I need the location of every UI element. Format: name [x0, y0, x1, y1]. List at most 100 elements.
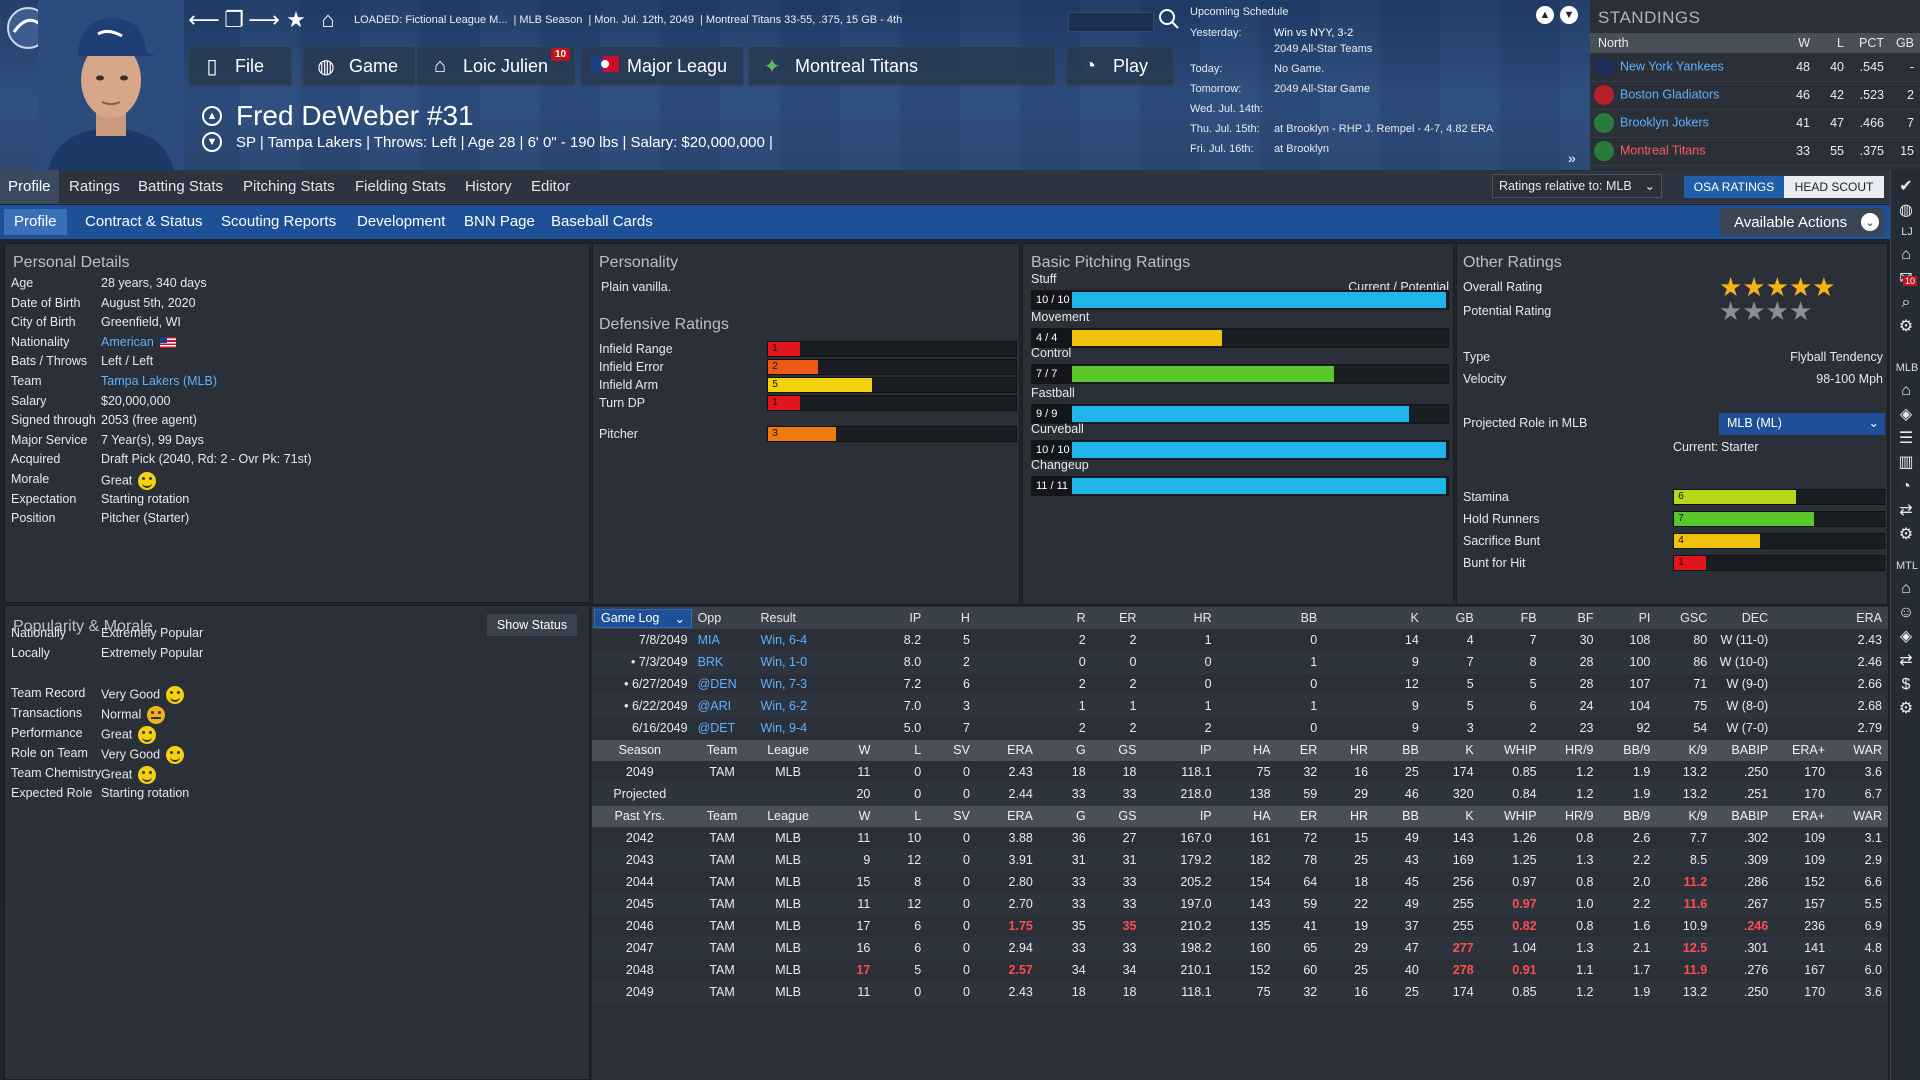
- head-scout-button[interactable]: HEAD SCOUT: [1784, 176, 1884, 198]
- gamelog-cell[interactable]: @ARI: [693, 695, 757, 718]
- gamelog-col-header[interactable]: K: [1374, 607, 1425, 629]
- gamelog-col-header[interactable]: BF: [1542, 607, 1600, 629]
- season-col-header[interactable]: HR: [1323, 739, 1375, 761]
- gamelog-cell[interactable]: Win, 9-4: [756, 717, 826, 740]
- standings-row[interactable]: Boston Gladiators 46 42 .523 2: [1590, 81, 1920, 110]
- gamelog-col-header[interactable]: Result: [756, 607, 826, 629]
- season-col-header[interactable]: SV: [927, 739, 976, 761]
- past-col-header[interactable]: K: [1424, 805, 1480, 827]
- past-col-header[interactable]: WAR: [1831, 805, 1888, 827]
- season-col-header[interactable]: BB: [1374, 739, 1425, 761]
- schedule-value[interactable]: 2049 All-Star Game: [1274, 83, 1370, 95]
- gamelog-col-header[interactable]: [1774, 607, 1832, 629]
- season-col-header[interactable]: K/9: [1656, 739, 1714, 761]
- tab-pitching-stats[interactable]: Pitching Stats: [243, 178, 335, 195]
- past-col-header[interactable]: HA: [1217, 805, 1277, 827]
- past-col-header[interactable]: Team: [693, 805, 757, 827]
- game-menu-button[interactable]: ◍ Game: [302, 46, 416, 86]
- manager-menu-button[interactable]: ⌂ Loic Julien: [416, 46, 576, 86]
- back-icon[interactable]: ⟵: [188, 7, 220, 32]
- search-icon[interactable]: [1158, 8, 1182, 32]
- season-col-header[interactable]: Team: [693, 739, 757, 761]
- past-col-header[interactable]: ERA: [975, 805, 1039, 827]
- schedule-value[interactable]: 2049 All-Star Teams: [1274, 43, 1373, 55]
- past-col-header[interactable]: G: [1038, 805, 1092, 827]
- past-col-header[interactable]: WHIP: [1479, 805, 1543, 827]
- people-icon[interactable]: ☺: [1897, 604, 1915, 621]
- detail-value[interactable]: American: [101, 335, 176, 349]
- subtab-contract-status[interactable]: Contract & Status: [85, 213, 203, 230]
- dollar-icon[interactable]: $: [1901, 676, 1911, 693]
- subtab-profile[interactable]: Profile: [4, 209, 67, 235]
- team-name[interactable]: New York Yankees: [1620, 59, 1724, 74]
- past-col-header[interactable]: IP: [1142, 805, 1218, 827]
- past-col-header[interactable]: ERA+: [1774, 805, 1832, 827]
- season-col-header[interactable]: League: [756, 739, 826, 761]
- season-col-header[interactable]: ERA: [975, 739, 1039, 761]
- past-col-header[interactable]: SV: [927, 805, 976, 827]
- gamelog-date[interactable]: • 7/3/2049: [592, 651, 694, 674]
- gamelog-col-header[interactable]: ER: [1091, 607, 1143, 629]
- gamelog-col-header[interactable]: [975, 607, 1039, 629]
- next-player-icon[interactable]: ▼: [202, 132, 222, 152]
- league-menu-button[interactable]: Major Leagu: [580, 46, 744, 86]
- home-icon[interactable]: ⌂: [1901, 382, 1911, 399]
- list-icon[interactable]: ☰: [1898, 430, 1914, 447]
- gamelog-col-header[interactable]: FB: [1479, 607, 1543, 629]
- home-icon[interactable]: ⌂: [321, 7, 335, 32]
- gamelog-select[interactable]: Game Log ⌄: [594, 608, 692, 628]
- gamelog-cell[interactable]: Win, 1-0: [756, 651, 826, 674]
- gamelog-col-header[interactable]: PI: [1599, 607, 1657, 629]
- team-name[interactable]: Brooklyn Jokers: [1620, 115, 1709, 130]
- transfer-icon[interactable]: ⇄: [1899, 652, 1913, 669]
- season-col-header[interactable]: WAR: [1831, 739, 1888, 761]
- season-col-header[interactable]: ER: [1276, 739, 1324, 761]
- gamelog-col-header[interactable]: ERA: [1831, 607, 1888, 629]
- gamelog-col-header[interactable]: [1323, 607, 1375, 629]
- season-col-header[interactable]: HR/9: [1542, 739, 1600, 761]
- copy-icon[interactable]: ❐: [224, 7, 244, 32]
- transfer-icon[interactable]: ⇄: [1899, 502, 1913, 519]
- gamelog-cell[interactable]: Win, 6-4: [756, 629, 826, 652]
- previous-player-icon[interactable]: ▲: [202, 106, 222, 126]
- available-actions-button[interactable]: Available Actions ⌄: [1720, 208, 1884, 236]
- gamelog-col-header[interactable]: [1217, 607, 1277, 629]
- star-icon[interactable]: ★: [286, 7, 306, 32]
- gamelog-col-header[interactable]: GB: [1424, 607, 1480, 629]
- schedule-down-icon[interactable]: ▼: [1560, 6, 1578, 24]
- standings-row[interactable]: New York Yankees 48 40 .545 -: [1590, 53, 1920, 82]
- tab-ratings[interactable]: Ratings: [69, 178, 120, 195]
- tab-fielding-stats[interactable]: Fielding Stats: [355, 178, 446, 195]
- show-status-button[interactable]: Show Status: [487, 614, 577, 636]
- home-icon[interactable]: ⌂: [1901, 246, 1911, 263]
- season-col-header[interactable]: BB/9: [1599, 739, 1657, 761]
- shield-icon[interactable]: ◈: [1899, 628, 1913, 645]
- osa-ratings-button[interactable]: OSA RATINGS: [1684, 176, 1784, 198]
- past-col-header[interactable]: L: [876, 805, 928, 827]
- season-col-header[interactable]: Season: [592, 739, 694, 761]
- tab-profile[interactable]: Profile: [0, 170, 59, 204]
- tab-editor[interactable]: Editor: [531, 178, 571, 195]
- past-col-header[interactable]: K/9: [1656, 805, 1714, 827]
- standings-row[interactable]: Brooklyn Jokers 41 47 .466 7: [1590, 109, 1920, 138]
- season-col-header[interactable]: ERA+: [1774, 739, 1832, 761]
- season-col-header[interactable]: BABIP: [1713, 739, 1775, 761]
- season-col-header[interactable]: HA: [1217, 739, 1277, 761]
- search-icon[interactable]: ⌕: [1901, 294, 1911, 311]
- season-col-header[interactable]: W: [825, 739, 877, 761]
- gear-icon[interactable]: ⚙: [1898, 700, 1914, 717]
- gamelog-row[interactable]: 6/16/2049 @DET Win, 9-4 5.0 7 2 2 2 0 9 3 2 23 92 54 W …: [592, 717, 1888, 740]
- gamelog-date[interactable]: • 6/27/2049: [592, 673, 694, 696]
- team-name[interactable]: Boston Gladiators: [1620, 87, 1720, 102]
- schedule-up-icon[interactable]: ▲: [1536, 6, 1554, 24]
- projected-role-select[interactable]: MLB (ML) ⌄: [1719, 413, 1885, 435]
- file-menu-button[interactable]: ▯ File: [188, 46, 292, 86]
- tab-history[interactable]: History: [465, 178, 512, 195]
- past-col-header[interactable]: W: [825, 805, 877, 827]
- detail-value[interactable]: Tampa Lakers (MLB): [101, 374, 217, 388]
- schedule-value[interactable]: Win vs NYY, 3-2: [1274, 27, 1354, 39]
- season-col-header[interactable]: WHIP: [1479, 739, 1543, 761]
- season-col-header[interactable]: K: [1424, 739, 1480, 761]
- gamelog-col-header[interactable]: HR: [1142, 607, 1218, 629]
- past-col-header[interactable]: HR: [1323, 805, 1375, 827]
